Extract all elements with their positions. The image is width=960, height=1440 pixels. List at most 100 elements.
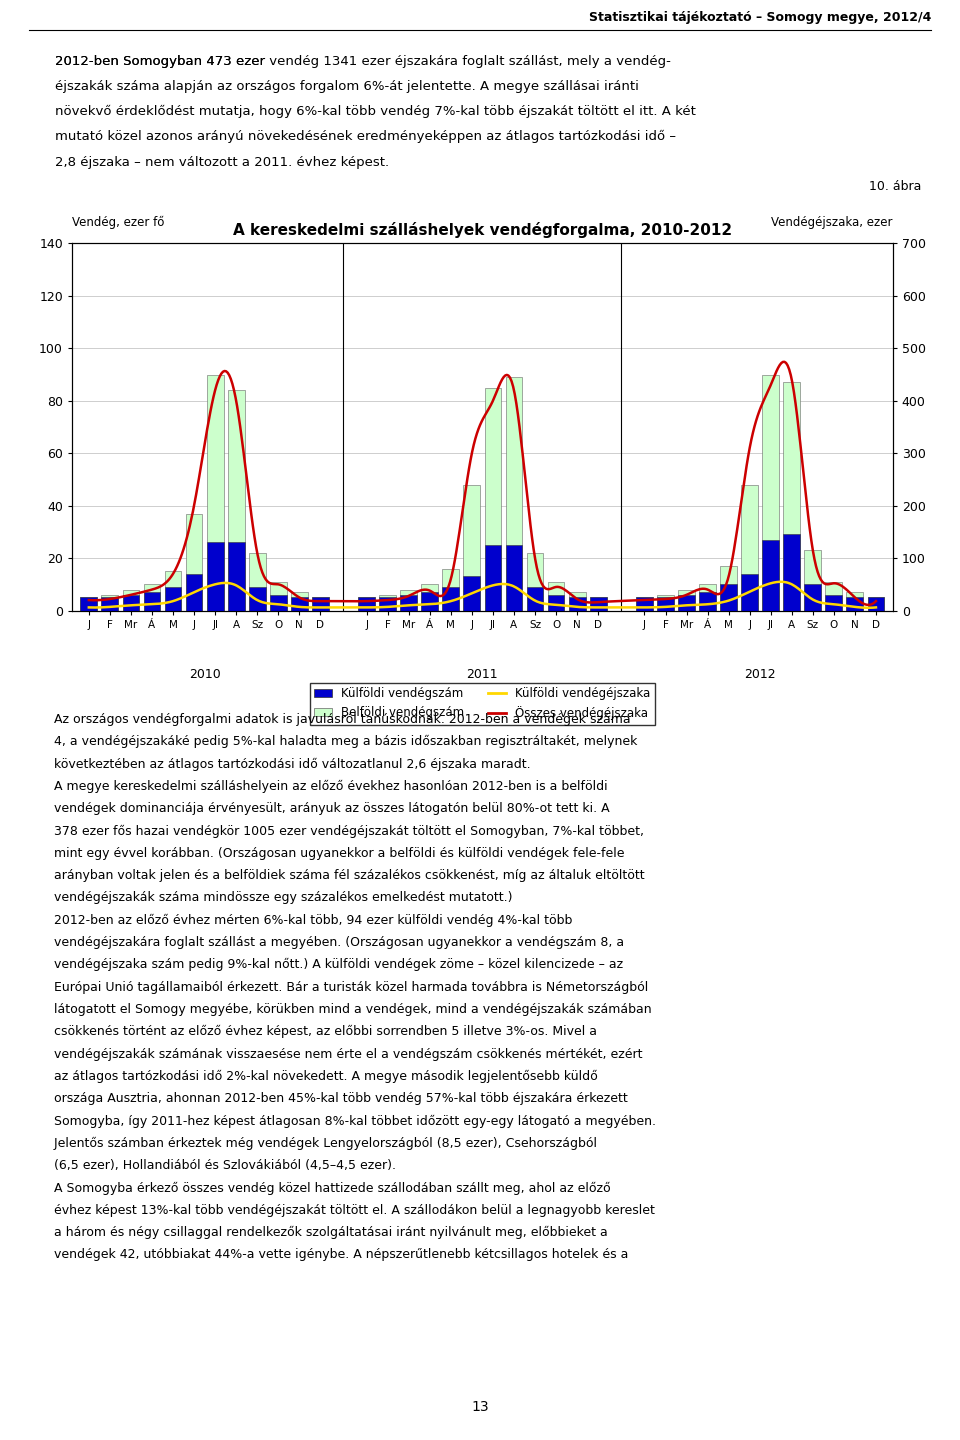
- Bar: [164, 572, 181, 611]
- Text: Az országos vendégforgalmi adatok is javulásról tanúskodnak. 2012-ben a vendégek: Az országos vendégforgalmi adatok is jav…: [38, 713, 631, 726]
- Text: A megye kereskedelmi szálláshelyein az előző évekhez hasonlóan 2012-ben is a bel: A megye kereskedelmi szálláshelyein az e…: [38, 780, 608, 793]
- Text: csökkenés történt az előző évhez képest, az előbbi sorrendben 5 illetve 3%-os. M: csökkenés történt az előző évhez képest,…: [38, 1025, 597, 1038]
- Bar: [720, 585, 737, 611]
- Bar: [762, 540, 780, 611]
- Text: vendégéjszaka szám pedig 9%-kal nőtt.) A külföldi vendégek zöme – közel kilenciz: vendégéjszaka szám pedig 9%-kal nőtt.) A…: [38, 959, 624, 972]
- Bar: [379, 598, 396, 611]
- Bar: [657, 598, 674, 611]
- Text: Jelentős számban érkeztek még vendégek Lengyelországból (8,5 ezer), Csehországbó: Jelentős számban érkeztek még vendégek L…: [38, 1138, 597, 1151]
- Text: évhez képest 13%-kal több vendégéjszakát töltött el. A szállodákon belül a legna: évhez képest 13%-kal több vendégéjszakát…: [38, 1204, 656, 1217]
- Bar: [270, 595, 287, 611]
- Text: 2012-ben Somogyban 473 ezer vendég 1341 ezer éjszakára foglalt szállást, mely a : 2012-ben Somogyban 473 ezer vendég 1341 …: [38, 55, 671, 68]
- Bar: [847, 598, 863, 611]
- Text: 2012-ben Somogyban 473 ezer: 2012-ben Somogyban 473 ezer: [38, 55, 270, 68]
- Bar: [312, 598, 328, 611]
- Bar: [783, 383, 801, 611]
- Bar: [678, 589, 695, 611]
- Bar: [699, 585, 716, 611]
- Bar: [400, 589, 418, 611]
- Bar: [312, 598, 328, 611]
- Bar: [699, 592, 716, 611]
- Text: vendégéjszakák számának visszaesése nem érte el a vendégszám csökkenés mértékét,: vendégéjszakák számának visszaesése nem …: [38, 1048, 643, 1061]
- Bar: [847, 592, 863, 611]
- Text: A Somogyba érkező összes vendég közel hattizede szállodában szállt meg, ahol az : A Somogyba érkező összes vendég közel ha…: [38, 1181, 611, 1195]
- Bar: [527, 553, 543, 611]
- Bar: [868, 598, 884, 611]
- Bar: [485, 544, 501, 611]
- Bar: [185, 514, 203, 611]
- Text: éjszakák száma alapján az országos forgalom 6%-át jelentette. A megye szállásai : éjszakák száma alapján az országos forga…: [38, 79, 639, 94]
- Text: 4, a vendégéjszakáké pedig 5%-kal haladta meg a bázis időszakban regisztráltakét: 4, a vendégéjszakáké pedig 5%-kal haladt…: [38, 734, 637, 749]
- Bar: [527, 588, 543, 611]
- Bar: [568, 598, 586, 611]
- Legend: Külföldi vendégszám, Belföldi vendégszám, Külföldi vendégéjszaka, Összes vendégé: Külföldi vendégszám, Belföldi vendégszám…: [309, 683, 656, 724]
- Bar: [358, 598, 375, 611]
- Title: A kereskedelmi szálláshelyek vendégforgalma, 2010-2012: A kereskedelmi szálláshelyek vendégforga…: [233, 222, 732, 238]
- Bar: [228, 390, 245, 611]
- Text: vendégéjszakák száma mindössze egy százalékos emelkedést mutatott.): vendégéjszakák száma mindössze egy száza…: [38, 891, 513, 904]
- Text: 378 ezer fős hazai vendégkör 1005 ezer vendégéjszakát töltött el Somogyban, 7%-k: 378 ezer fős hazai vendégkör 1005 ezer v…: [38, 824, 644, 838]
- Bar: [379, 595, 396, 611]
- Text: 2012: 2012: [744, 668, 776, 681]
- Text: (6,5 ezer), Hollandiából és Szlovákiából (4,5–4,5 ezer).: (6,5 ezer), Hollandiából és Szlovákiából…: [38, 1159, 396, 1172]
- Bar: [678, 595, 695, 611]
- Bar: [185, 573, 203, 611]
- Bar: [123, 589, 139, 611]
- Text: 2011: 2011: [467, 668, 498, 681]
- Bar: [464, 576, 480, 611]
- Bar: [506, 544, 522, 611]
- Bar: [636, 598, 653, 611]
- Text: 2,8 éjszaka – nem változott a 2011. évhez képest.: 2,8 éjszaka – nem változott a 2011. évhe…: [38, 156, 390, 168]
- Bar: [804, 585, 821, 611]
- Text: 2012-ben az előző évhez mérten 6%-kal több, 94 ezer külföldi vendég 4%-kal több: 2012-ben az előző évhez mérten 6%-kal tö…: [38, 914, 573, 927]
- Text: Európai Unió tagállamaiból érkezett. Bár a turisták közel harmada továbbra is Né: Európai Unió tagállamaiból érkezett. Bár…: [38, 981, 649, 994]
- Bar: [206, 543, 224, 611]
- Bar: [720, 566, 737, 611]
- Bar: [144, 585, 160, 611]
- Text: növekvő érdeklődést mutatja, hogy 6%-kal több vendég 7%-kal több éjszakát töltöt: növekvő érdeklődést mutatja, hogy 6%-kal…: [38, 105, 696, 118]
- Bar: [421, 592, 438, 611]
- Bar: [228, 543, 245, 611]
- Text: Vendég, ezer fő: Vendég, ezer fő: [72, 216, 164, 229]
- Bar: [291, 592, 308, 611]
- Text: országa Ausztria, ahonnan 2012-ben 45%-kal több vendég 57%-kal több éjszakára ér: országa Ausztria, ahonnan 2012-ben 45%-k…: [38, 1092, 628, 1106]
- Text: vendégéjszakára foglalt szállást a megyében. (Országosan ugyanekkor a vendégszám: vendégéjszakára foglalt szállást a megyé…: [38, 936, 625, 949]
- Text: 13: 13: [471, 1400, 489, 1414]
- Bar: [762, 374, 780, 611]
- Text: Statisztikai tájékoztató – Somogy megye, 2012/4: Statisztikai tájékoztató – Somogy megye,…: [588, 12, 931, 24]
- Bar: [506, 377, 522, 611]
- Text: 2012-ben Somogyban 473 ezer vendég 1341 ezer éjszakára foglalt szállást, mely a : 2012-ben Somogyban 473 ezer vendég 1341 …: [38, 55, 671, 68]
- Bar: [826, 582, 842, 611]
- Bar: [164, 588, 181, 611]
- Text: Vendégéjszaka, ezer: Vendégéjszaka, ezer: [771, 216, 893, 229]
- Text: vendégek dominanciája érvényesült, arányuk az összes látogatón belül 80%-ot tett: vendégek dominanciája érvényesült, arány…: [38, 802, 610, 815]
- Text: következtében az átlagos tartózkodási idő változatlanul 2,6 éjszaka maradt.: következtében az átlagos tartózkodási id…: [38, 757, 531, 770]
- Text: Somogyba, így 2011-hez képest átlagosan 8%-kal többet időzött egy-egy látogató a: Somogyba, így 2011-hez képest átlagosan …: [38, 1115, 657, 1128]
- Bar: [826, 595, 842, 611]
- Text: mutató közel azonos arányú növekedésének eredményeképpen az átlagos tartózkodási: mutató közel azonos arányú növekedésének…: [38, 130, 677, 144]
- Text: 2010: 2010: [189, 668, 221, 681]
- Bar: [464, 485, 480, 611]
- Bar: [249, 553, 266, 611]
- Bar: [358, 598, 375, 611]
- Bar: [81, 598, 97, 611]
- Text: a három és négy csillaggal rendelkezők szolgáltatásai iránt nyilvánult meg, előb: a három és négy csillaggal rendelkezők s…: [38, 1225, 608, 1240]
- Bar: [568, 592, 586, 611]
- Bar: [485, 387, 501, 611]
- Bar: [102, 595, 118, 611]
- Bar: [270, 582, 287, 611]
- Bar: [291, 598, 308, 611]
- Bar: [547, 595, 564, 611]
- Bar: [547, 582, 564, 611]
- Text: mint egy évvel korábban. (Országosan ugyanekkor a belföldi és külföldi vendégek : mint egy évvel korábban. (Országosan ugy…: [38, 847, 625, 860]
- Bar: [589, 598, 607, 611]
- Bar: [400, 595, 418, 611]
- Bar: [589, 598, 607, 611]
- Bar: [81, 598, 97, 611]
- Bar: [144, 592, 160, 611]
- Bar: [421, 585, 438, 611]
- Bar: [741, 485, 758, 611]
- Bar: [783, 534, 801, 611]
- Text: 10. ábra: 10. ábra: [869, 180, 922, 193]
- Bar: [206, 374, 224, 611]
